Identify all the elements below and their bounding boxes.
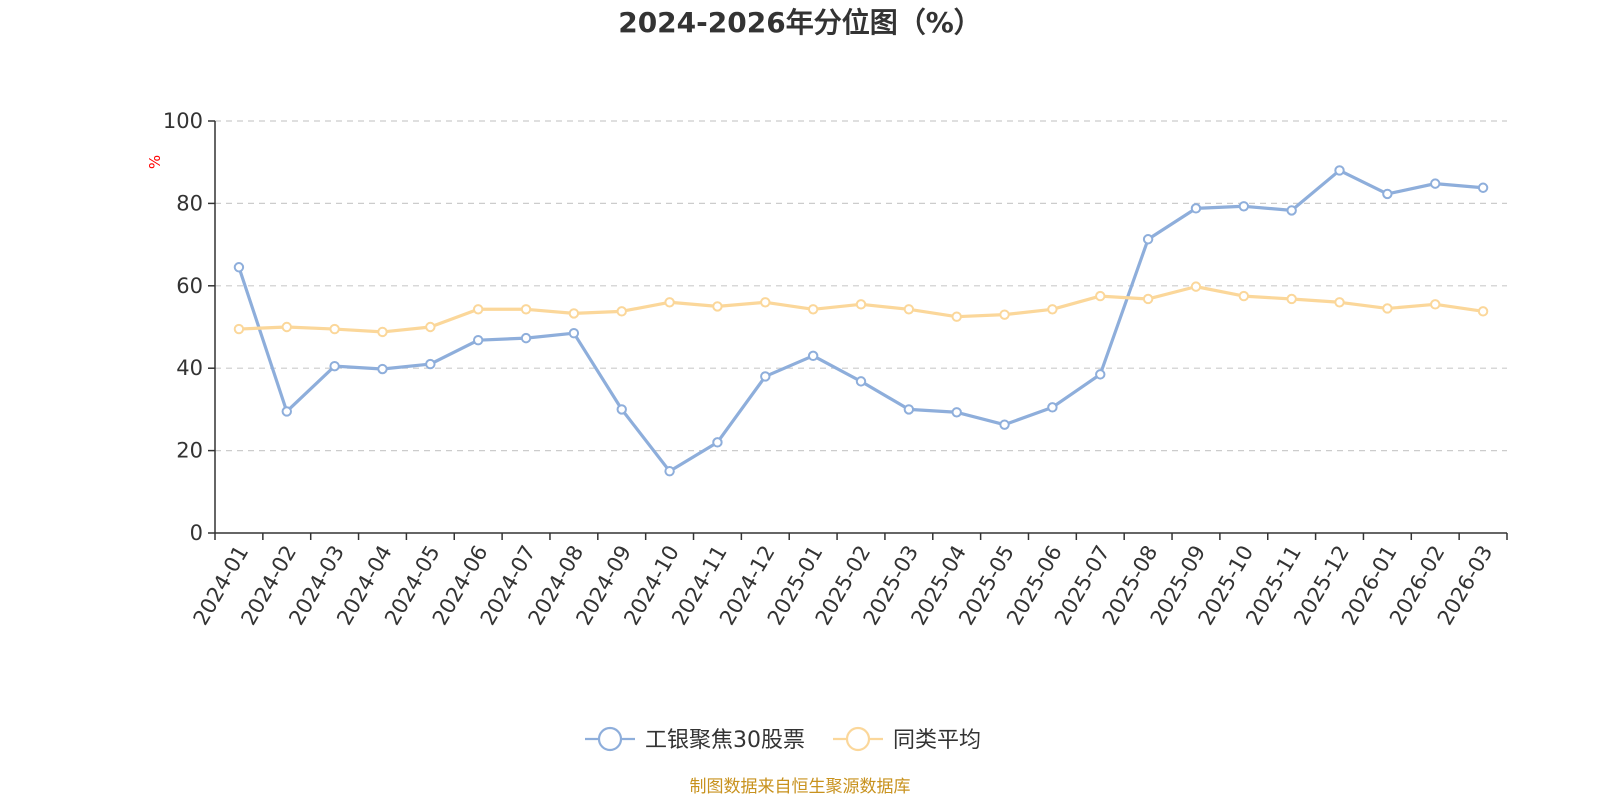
data-point-1 xyxy=(377,363,388,375)
data-point-2 xyxy=(377,326,388,338)
data-point-2 xyxy=(1286,293,1297,305)
data-point-2 xyxy=(1382,303,1393,314)
data-point-1 xyxy=(616,404,627,415)
data-point-2 xyxy=(233,323,245,335)
y-tick-label: 40 xyxy=(176,356,203,380)
chart-title: 2024-2026年分位图（%） xyxy=(618,6,982,39)
data-point-1 xyxy=(1142,234,1154,245)
y-tick-label: 80 xyxy=(176,191,203,215)
data-point-2 xyxy=(951,311,962,322)
data-point-2 xyxy=(568,308,580,319)
legend-label-1: 工银聚焦30股票 xyxy=(645,728,805,753)
series-layer xyxy=(233,165,1489,477)
data-point-1 xyxy=(329,360,340,372)
data-point-1 xyxy=(664,466,675,477)
y-tick-label: 0 xyxy=(190,521,203,545)
data-point-2 xyxy=(1095,290,1106,302)
data-point-1 xyxy=(520,332,532,344)
data-point-1 xyxy=(807,350,819,362)
data-point-2 xyxy=(1430,299,1441,310)
data-point-1 xyxy=(1190,203,1202,214)
data-point-2 xyxy=(1190,281,1202,292)
data-point-2 xyxy=(329,323,340,335)
data-point-2 xyxy=(1334,297,1345,308)
data-point-1 xyxy=(1286,205,1297,216)
y-tick-label: 100 xyxy=(163,109,203,133)
data-point-1 xyxy=(1238,201,1250,212)
data-point-1 xyxy=(568,327,580,339)
data-point-2 xyxy=(616,306,627,317)
data-point-2 xyxy=(1142,293,1154,305)
data-point-2 xyxy=(760,297,771,308)
data-point-1 xyxy=(712,437,723,448)
legend-label-2: 同类平均 xyxy=(893,728,981,753)
data-point-1 xyxy=(1430,178,1441,189)
legend: 工银聚焦30股票 同类平均 xyxy=(585,726,981,753)
y-tick-label: 20 xyxy=(176,439,203,463)
data-point-1 xyxy=(425,358,436,370)
y-axis: 0 20 40 60 80 100 xyxy=(163,109,216,545)
data-point-1 xyxy=(233,262,245,273)
grid-lines xyxy=(215,120,1507,452)
data-point-1 xyxy=(951,407,962,418)
series-line-1 xyxy=(237,168,1485,473)
data-point-2 xyxy=(664,297,675,308)
data-point-1 xyxy=(472,334,484,346)
data-point-1 xyxy=(1382,188,1393,200)
data-point-2 xyxy=(1047,304,1058,315)
data-point-2 xyxy=(1238,290,1250,302)
source-note: 制图数据来自恒生聚源数据库 xyxy=(690,777,911,797)
data-point-1 xyxy=(1095,369,1106,380)
data-point-1 xyxy=(1047,402,1058,413)
data-point-2 xyxy=(712,301,723,312)
data-point-2 xyxy=(807,304,819,315)
data-point-2 xyxy=(281,321,292,333)
data-point-2 xyxy=(1477,306,1489,317)
x-axis: 2024-012024-022024-032024-042024-052024-… xyxy=(189,532,1508,629)
data-point-1 xyxy=(281,406,292,417)
data-point-2 xyxy=(520,304,532,315)
data-point-1 xyxy=(999,419,1010,430)
y-axis-unit-label: % xyxy=(146,155,164,169)
data-point-2 xyxy=(472,304,484,315)
data-point-1 xyxy=(1477,182,1489,193)
legend-marker-2 xyxy=(845,726,871,752)
data-point-1 xyxy=(855,376,867,387)
data-point-1 xyxy=(903,404,915,415)
data-point-2 xyxy=(425,321,436,333)
data-point-2 xyxy=(855,299,867,310)
y-tick-label: 60 xyxy=(176,274,203,298)
data-point-1 xyxy=(1334,165,1345,176)
legend-marker-1 xyxy=(597,726,623,752)
data-point-1 xyxy=(760,371,771,382)
data-point-2 xyxy=(903,304,915,315)
data-point-2 xyxy=(999,309,1010,320)
